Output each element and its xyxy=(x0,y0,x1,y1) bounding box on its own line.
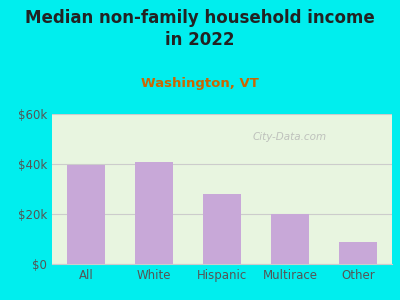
Text: Median non-family household income
in 2022: Median non-family household income in 20… xyxy=(25,9,375,49)
Bar xyxy=(203,194,241,264)
Bar xyxy=(339,242,376,264)
Bar xyxy=(135,161,173,264)
Text: Washington, VT: Washington, VT xyxy=(141,76,259,89)
Bar xyxy=(271,214,309,264)
Bar xyxy=(68,165,105,264)
Text: City-Data.com: City-Data.com xyxy=(253,132,327,142)
